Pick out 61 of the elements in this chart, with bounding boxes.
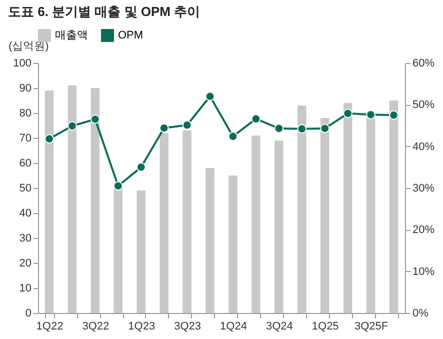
bar xyxy=(160,133,168,313)
point xyxy=(251,114,261,124)
x-tick-label: 1Q25 xyxy=(312,320,339,332)
legend-label: 매출액 xyxy=(55,30,88,42)
y2-tick-label: 10% xyxy=(412,266,435,278)
y2-tick-label: 0% xyxy=(412,308,429,320)
point xyxy=(90,114,100,124)
bar xyxy=(274,140,284,313)
bar xyxy=(136,190,146,313)
x-tick-label: 3Q23 xyxy=(174,320,202,332)
point xyxy=(159,123,169,133)
chart-title: 도표 6. 분기별 매출 및 OPM 추이 xyxy=(8,4,200,19)
y-tick-label: 20 xyxy=(19,258,32,270)
point xyxy=(366,110,376,120)
y2-tick-label: 30% xyxy=(412,182,435,194)
point xyxy=(136,162,146,172)
bar xyxy=(320,118,330,313)
point xyxy=(205,92,215,102)
y2-tick-label: 60% xyxy=(412,58,435,70)
bar xyxy=(206,168,214,313)
bar xyxy=(44,90,54,313)
y-tick-label: 90 xyxy=(19,82,32,94)
y-tick-label: 10 xyxy=(19,282,32,294)
y-axis-title: (십억원) xyxy=(8,40,49,52)
y2-tick-label: 40% xyxy=(412,140,435,153)
x-tick-label: 1Q24 xyxy=(220,320,247,332)
bar xyxy=(68,86,77,313)
bar xyxy=(298,106,306,313)
y-tick-label: 50 xyxy=(19,182,32,194)
legend-label: OPM xyxy=(118,30,144,42)
point xyxy=(68,121,77,131)
point xyxy=(113,181,123,191)
point xyxy=(320,124,330,134)
x-tick-label: 1Q22 xyxy=(36,320,64,332)
point xyxy=(182,120,192,130)
x-tick-label: 3Q22 xyxy=(82,320,110,332)
point xyxy=(274,124,284,134)
bar xyxy=(182,130,192,313)
point xyxy=(389,110,398,120)
y-tick-label: 40 xyxy=(19,208,32,220)
x-tick-label: 3Q25F xyxy=(354,320,388,332)
y-tick-label: 30 xyxy=(19,232,32,244)
bar xyxy=(343,103,352,313)
point xyxy=(343,108,352,118)
x-tick-label: 3Q24 xyxy=(266,320,293,332)
point xyxy=(228,132,238,142)
point xyxy=(44,134,54,144)
bar xyxy=(389,100,398,313)
y-tick-label: 80 xyxy=(19,108,32,120)
y2-tick-label: 50% xyxy=(412,99,435,112)
bar xyxy=(90,88,100,313)
point xyxy=(297,124,307,134)
bar xyxy=(252,136,260,313)
y-tick-label: 60 xyxy=(19,158,32,170)
bar xyxy=(114,186,123,313)
bar xyxy=(228,176,238,313)
x-tick-label: 1Q23 xyxy=(128,320,156,332)
y-tick-label: 100 xyxy=(13,58,32,70)
y2-tick-label: 20% xyxy=(412,224,435,236)
y-tick-label: 0 xyxy=(25,308,32,320)
y-tick-label: 70 xyxy=(19,132,32,144)
